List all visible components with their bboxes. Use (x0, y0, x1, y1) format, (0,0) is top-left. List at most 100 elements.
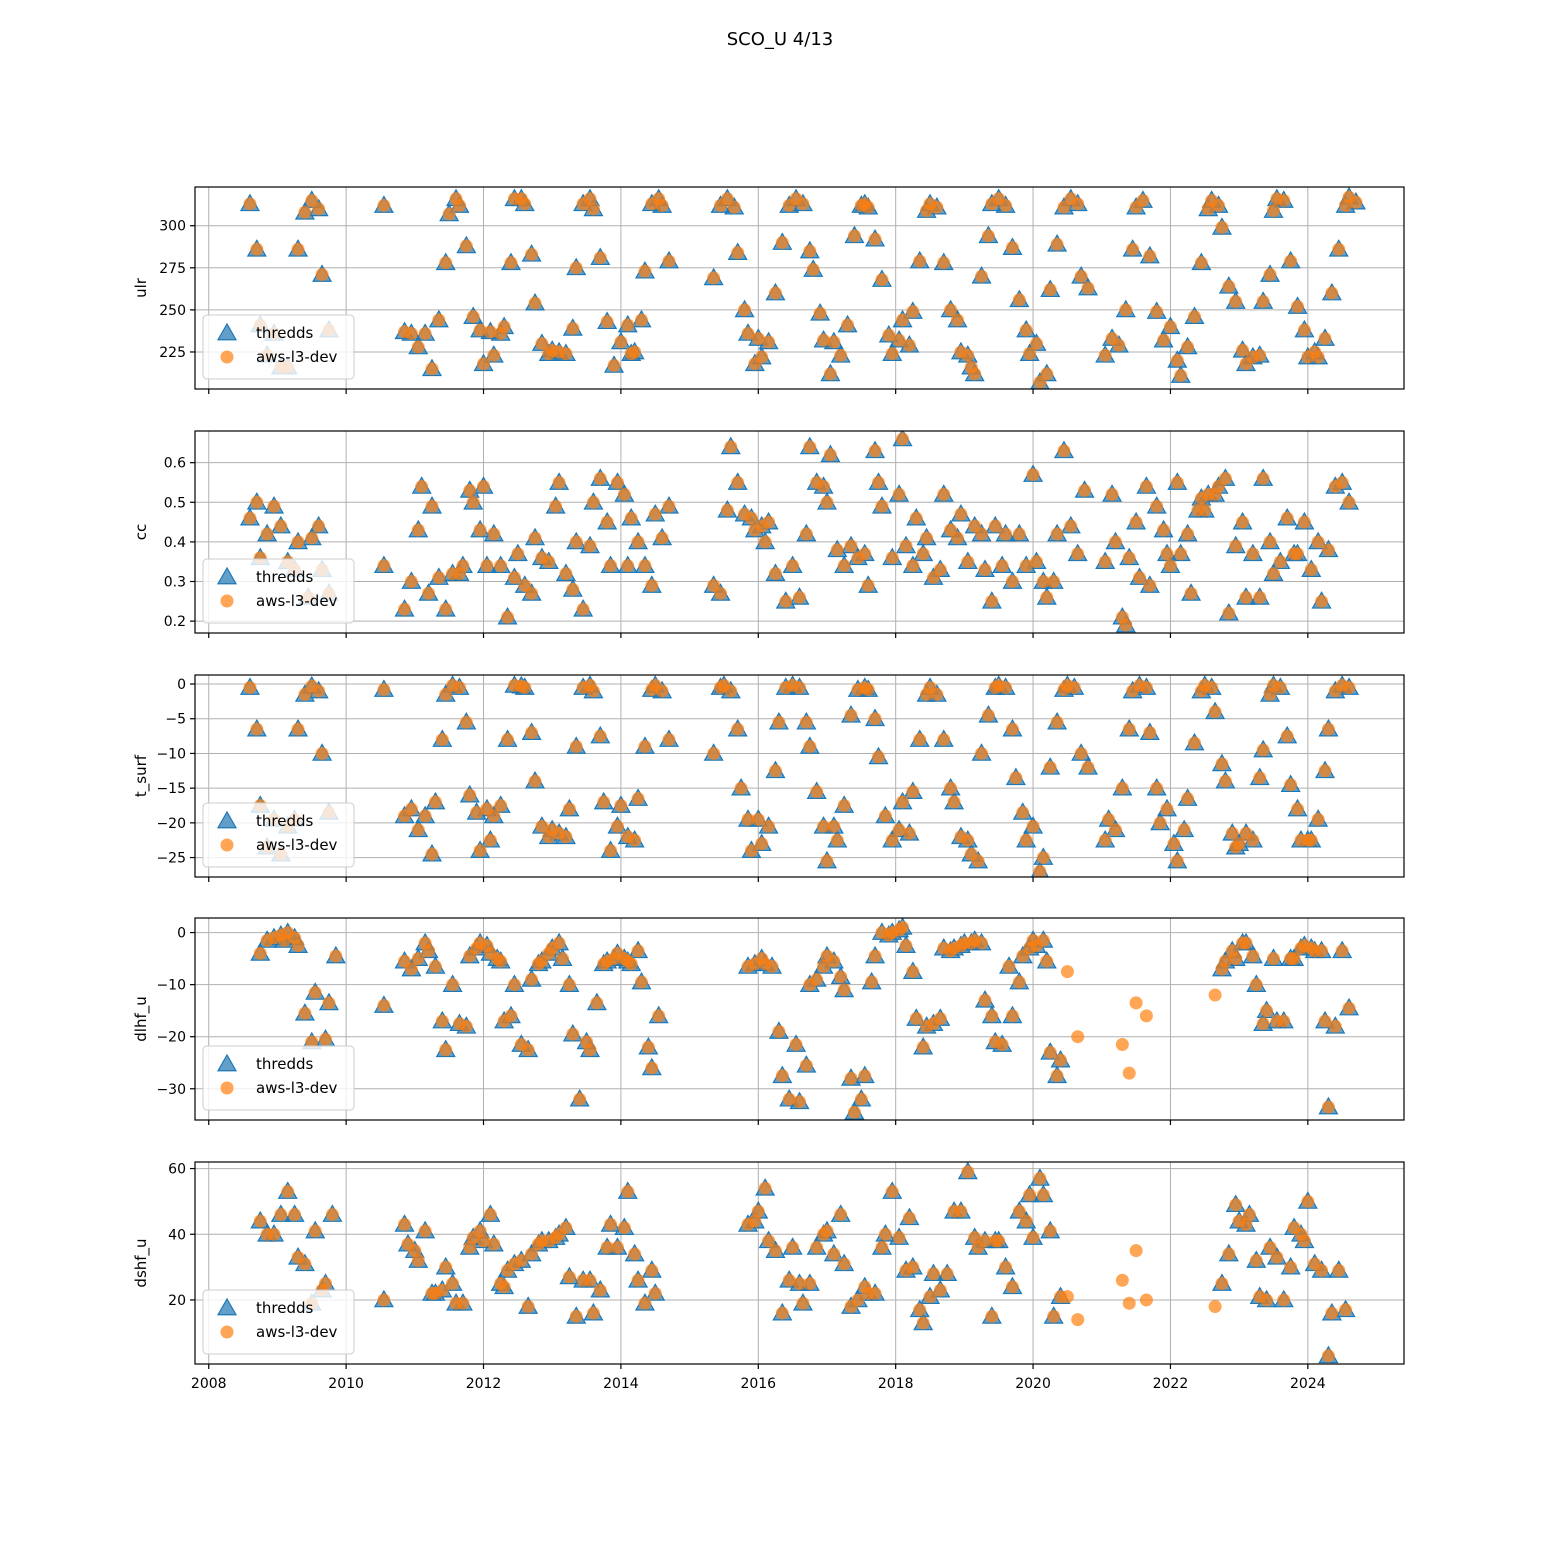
aws-l3-dev-point (838, 559, 851, 572)
aws-l3-dev-point (1027, 468, 1040, 481)
aws-l3-dev-point (827, 335, 840, 348)
aws-l3-dev-point (906, 305, 919, 318)
aws-l3-dev-point (267, 500, 280, 513)
aws-l3-dev-point (755, 351, 768, 364)
y-tick-label: 225 (159, 345, 186, 361)
aws-l3-dev-point (312, 520, 325, 533)
aws-l3-dev-point (632, 1274, 645, 1287)
aws-l3-dev-point (412, 524, 425, 537)
aws-l3-dev-point (1298, 516, 1311, 529)
aws-l3-dev-point (1301, 1195, 1314, 1208)
aws-l3-dev-point (954, 508, 967, 521)
y-tick-label: 275 (159, 261, 186, 277)
aws-l3-dev-point (429, 960, 442, 973)
aws-l3-dev-point (501, 611, 514, 624)
aws-l3-dev-point (937, 733, 950, 746)
aws-l3-dev-point (587, 202, 600, 215)
aws-l3-dev-point (573, 1093, 586, 1106)
aws-l3-dev-point (1185, 587, 1198, 600)
aws-l3-dev-point (1291, 300, 1304, 313)
aws-l3-dev-point (1291, 802, 1304, 815)
aws-l3-dev-point (985, 1009, 998, 1022)
y-tick-label: −10 (156, 978, 186, 994)
aws-l3-dev-point (638, 1297, 651, 1310)
aws-l3-dev-point (1057, 444, 1070, 457)
aws-l3-dev-point (975, 747, 988, 760)
aws-l3-dev-point (243, 681, 256, 694)
aws-l3-dev-point (583, 1043, 596, 1056)
aws-l3-dev-point (649, 508, 662, 521)
y-tick-label: 60 (168, 1162, 186, 1178)
aws-l3-dev-point (999, 1261, 1012, 1274)
aws-l3-dev-point (1013, 976, 1026, 989)
aws-l3-dev-point (999, 199, 1012, 212)
aws-l3-dev-point (601, 315, 614, 328)
aws-l3-dev-point (621, 1185, 634, 1198)
aws-l3-dev-point (316, 747, 329, 760)
aws-l3-dev-point (982, 229, 995, 242)
aws-l3-dev-point (810, 973, 823, 986)
aws-l3-dev-point (731, 246, 744, 259)
aws-l3-dev-point (975, 527, 988, 540)
aws-l3-dev-point (838, 983, 851, 996)
aws-l3-dev-point (632, 944, 645, 957)
aws-l3-dev-point (498, 320, 511, 333)
legend-thredds-label: thredds (256, 1299, 313, 1317)
aws-l3-dev-point (309, 1224, 322, 1237)
aws-l3-dev-point (474, 844, 487, 857)
aws-l3-dev-point (1161, 547, 1174, 560)
aws-l3-dev-point (875, 500, 888, 513)
aws-l3-dev-point (583, 539, 596, 552)
aws-l3-dev-point (292, 939, 305, 952)
aws-l3-dev-point (559, 830, 572, 843)
aws-l3-dev-point (1253, 591, 1266, 604)
aws-l3-dev-point (1281, 730, 1294, 743)
aws-l3-dev-point (1020, 834, 1033, 847)
aws-l3-dev-point (1312, 351, 1325, 364)
aws-l3-dev-point (961, 349, 974, 362)
aws-l3-dev-point (525, 973, 538, 986)
aws-l3-dev-point (594, 472, 607, 485)
y-tick-label: −10 (156, 746, 186, 762)
aws-l3-dev-point (298, 1007, 311, 1020)
aws-l3-dev-point (1264, 268, 1277, 281)
aws-l3-dev-point (1174, 369, 1187, 382)
aws-l3-dev-point (803, 1277, 816, 1290)
aws-l3-dev-point (827, 955, 840, 968)
aws-l3-dev-point (893, 488, 906, 501)
x-tick-label: 2016 (740, 1376, 776, 1392)
aws-l3-dev-point (1161, 802, 1174, 815)
aws-l3-dev-point (1143, 579, 1156, 592)
aws-l3-dev-point (1099, 349, 1112, 362)
aws-l3-dev-point (1123, 723, 1136, 736)
aws-l3-dev-point (1044, 761, 1057, 774)
aws-l3-dev-point (1250, 1254, 1263, 1267)
aws-l3-dev-point (896, 921, 909, 934)
aws-l3-dev-point (937, 488, 950, 501)
aws-l3-dev-point (937, 256, 950, 269)
aws-l3-dev-point (1140, 480, 1153, 493)
aws-l3-dev-point (1020, 324, 1033, 337)
aws-l3-dev-point (1033, 865, 1046, 878)
aws-l3-dev-point (1267, 567, 1280, 580)
aws-l3-dev-point (766, 960, 779, 973)
aws-l3-dev-point (972, 855, 985, 868)
aws-l3-dev-point (793, 1095, 806, 1108)
aws-l3-dev-point (570, 1310, 583, 1323)
aws-l3-dev-point (614, 799, 627, 812)
aws-l3-dev-point (1298, 1234, 1311, 1247)
aws-l3-dev-point (432, 571, 445, 584)
aws-l3-dev-point (721, 504, 734, 517)
aws-l3-dev-point (504, 1009, 517, 1022)
aws-l3-dev-point (954, 1205, 967, 1218)
aws-l3-dev-point (1171, 476, 1184, 489)
aws-l3-dev-point (319, 1033, 332, 1046)
aws-l3-dev-point (1332, 1264, 1345, 1277)
aws-l3-dev-point (1157, 334, 1170, 347)
aws-l3-dev-point (779, 595, 792, 608)
aws-l3-dev-point (477, 480, 490, 493)
aws-l3-dev-point (917, 1316, 930, 1329)
aws-l3-dev-point (243, 197, 256, 210)
aws-l3-dev-point (422, 944, 435, 957)
aws-l3-dev-point (518, 681, 531, 694)
